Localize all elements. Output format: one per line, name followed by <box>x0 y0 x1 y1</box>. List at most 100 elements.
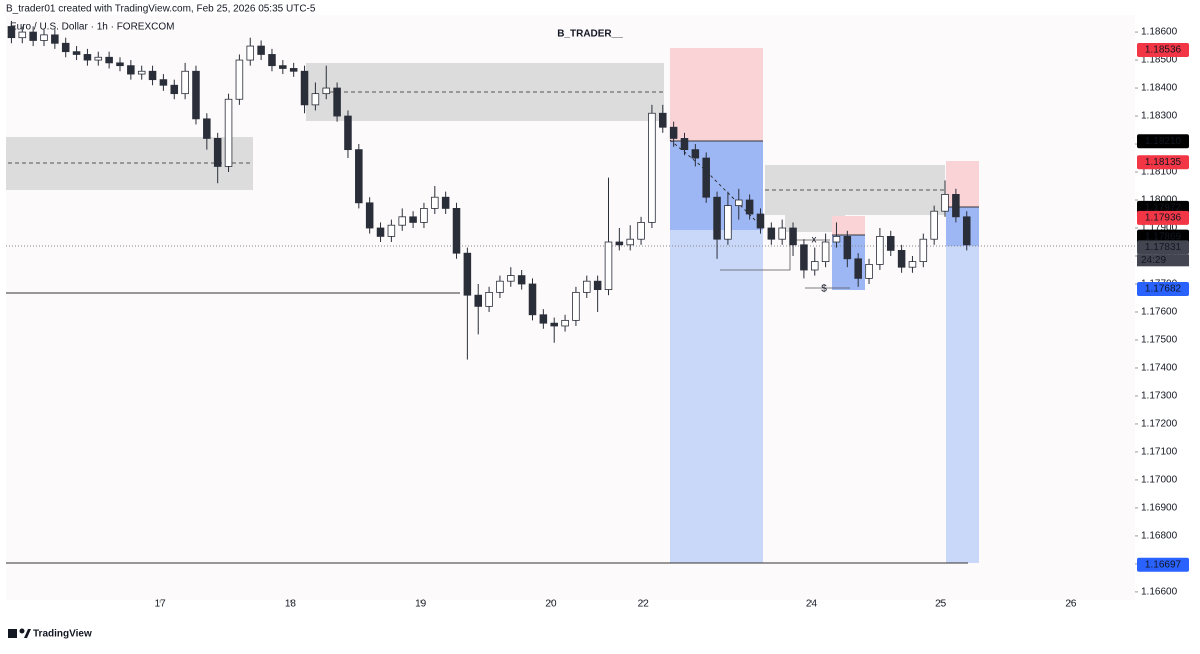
price-label: 1.18135 <box>1145 157 1182 168</box>
candle-body <box>387 224 396 237</box>
candle-body <box>821 241 830 262</box>
candle-body <box>311 93 320 106</box>
candle-body <box>409 216 417 223</box>
y-tick-label: 1.17500 <box>1141 335 1178 346</box>
candle-body <box>843 236 852 260</box>
countdown: 24:29 <box>1141 255 1166 266</box>
y-tick-label: 1.16900 <box>1141 503 1178 514</box>
price-label-bg <box>1137 240 1189 255</box>
y-tick-label: 1.17600 <box>1141 307 1178 318</box>
price-label-bg <box>1137 155 1189 170</box>
y-tick-label: 1.17000 <box>1141 475 1178 486</box>
candle-body <box>669 126 678 139</box>
x-tick-label: 25 <box>935 599 947 610</box>
countdown-bg <box>1137 254 1189 267</box>
symbol: Euro / U.S. Dollar · 1h · FOREXCOM <box>10 22 174 33</box>
zone <box>785 210 845 232</box>
price-label: 1.18536 <box>1145 45 1182 56</box>
candle-body <box>713 196 721 240</box>
candle-body <box>832 236 841 243</box>
candle-body <box>702 157 710 198</box>
candle-body <box>778 227 786 240</box>
candle-body <box>289 68 298 72</box>
candle-body <box>83 54 92 61</box>
price-label: 1.18210 <box>1145 136 1182 147</box>
zone <box>765 165 945 215</box>
candle-body <box>18 31 27 39</box>
candle-body <box>246 45 255 61</box>
price-label-bg <box>1137 134 1189 149</box>
y-tick-label: 1.17100 <box>1141 447 1178 458</box>
candle-body <box>593 280 602 290</box>
candle-body <box>583 280 591 293</box>
candle-body <box>463 252 472 296</box>
candle-body <box>550 322 558 327</box>
price-label: 1.16697 <box>1145 559 1182 570</box>
candle-body <box>724 205 732 240</box>
candle-body <box>691 149 700 159</box>
candle-body <box>192 70 200 120</box>
candle-body <box>854 258 862 279</box>
x-tick-label: 24 <box>806 599 818 610</box>
candle-body <box>40 34 48 41</box>
zones <box>6 63 945 232</box>
chart-title: B_TRADER__ <box>557 29 623 40</box>
y-tick-label: 1.16600 <box>1141 587 1178 598</box>
candle-body <box>137 70 146 75</box>
y-tick-label: 1.18600 <box>1141 27 1178 38</box>
x-tick-label: 26 <box>1065 599 1077 610</box>
candle-body <box>485 291 493 307</box>
candle-body <box>648 112 656 223</box>
candle-body <box>127 65 135 75</box>
logo-mark <box>19 628 25 634</box>
structure-line <box>720 239 830 271</box>
y-tick-label: 1.18500 <box>1141 55 1178 66</box>
candle-body <box>441 196 450 209</box>
candle-body <box>528 283 537 316</box>
candle-body <box>539 314 548 324</box>
y-tick-label: 1.16800 <box>1141 531 1178 542</box>
candle-body <box>300 70 309 106</box>
y-tick-label: 1.17900 <box>1141 223 1178 234</box>
candle-body <box>919 238 928 262</box>
candle-body <box>170 84 179 95</box>
path-line <box>669 139 761 226</box>
candle-body <box>952 194 960 218</box>
x-tick-label: 19 <box>415 599 427 610</box>
candle-body <box>213 138 222 167</box>
candle-body <box>61 42 70 53</box>
candle-body <box>452 208 461 254</box>
price-label: 1.17936 <box>1145 213 1182 224</box>
stop-zone <box>670 48 763 141</box>
logo <box>8 628 31 638</box>
candle-body <box>810 261 819 271</box>
candle-body <box>572 291 580 321</box>
candle-body <box>322 87 331 95</box>
candle-body <box>908 261 917 268</box>
candle-body <box>897 249 906 268</box>
candle-body <box>376 227 385 237</box>
candle-body <box>962 216 971 246</box>
candle-body <box>333 87 341 117</box>
y-tick-label: 1.17200 <box>1141 419 1178 430</box>
candle-body <box>148 70 157 81</box>
logo-mark <box>8 629 17 638</box>
y-tick-label: 1.17300 <box>1141 391 1178 402</box>
candle-body <box>789 227 797 246</box>
candle-body <box>876 236 884 265</box>
header: B_trader01 created with TradingView.com,… <box>6 4 316 15</box>
candle-body <box>224 98 233 167</box>
candle-body <box>105 56 113 64</box>
candle-body <box>279 65 287 69</box>
candle-body <box>268 54 276 67</box>
logo-mark <box>24 629 31 638</box>
candle-body <box>344 115 352 151</box>
annotation: $ <box>821 284 827 295</box>
candle-body <box>941 194 949 212</box>
candle-body <box>365 202 374 229</box>
y-tick-label: 1.18400 <box>1141 83 1178 94</box>
y-tick-label: 1.17400 <box>1141 363 1178 374</box>
candle-body <box>51 34 59 44</box>
candle-body <box>72 51 81 55</box>
x-tick-label: 22 <box>638 599 650 610</box>
